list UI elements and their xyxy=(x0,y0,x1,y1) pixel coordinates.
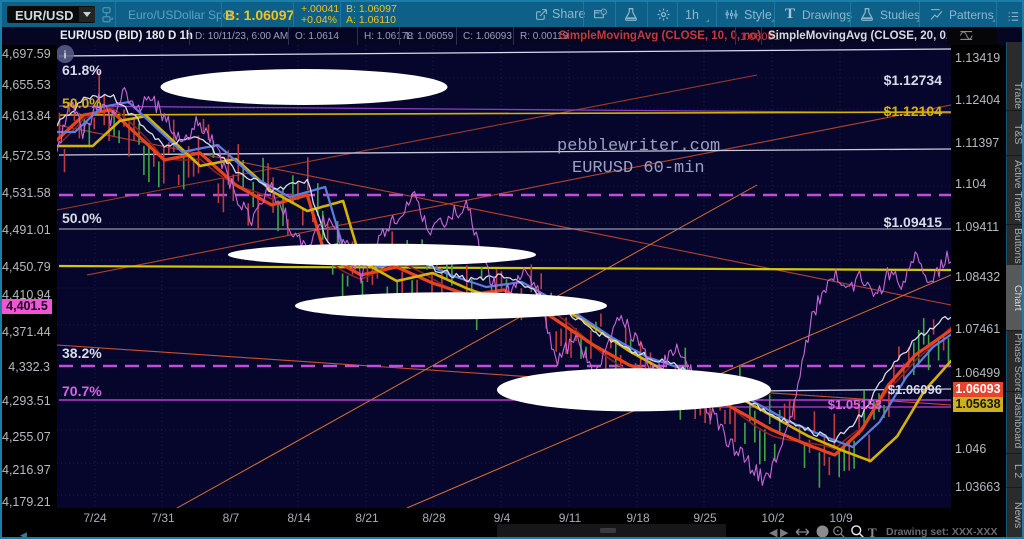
svg-text:61.8%: 61.8% xyxy=(62,62,102,78)
svg-text:$1.09415: $1.09415 xyxy=(884,214,943,230)
svg-text:70.7%: 70.7% xyxy=(62,383,102,399)
svg-text:50.0%: 50.0% xyxy=(62,95,102,111)
svg-text:$1.06096: $1.06096 xyxy=(888,382,942,397)
svg-text:$1.12104: $1.12104 xyxy=(884,103,943,119)
svg-text:38.2%: 38.2% xyxy=(62,345,102,361)
svg-text:$1.12734: $1.12734 xyxy=(884,72,943,88)
svg-text:EURUSD 60-min: EURUSD 60-min xyxy=(572,159,705,178)
svg-text:pebblewriter.com: pebblewriter.com xyxy=(557,137,720,156)
svg-text:i: i xyxy=(63,50,66,62)
svg-text:50.0%: 50.0% xyxy=(62,210,102,226)
svg-text:$1.05153: $1.05153 xyxy=(828,397,882,412)
